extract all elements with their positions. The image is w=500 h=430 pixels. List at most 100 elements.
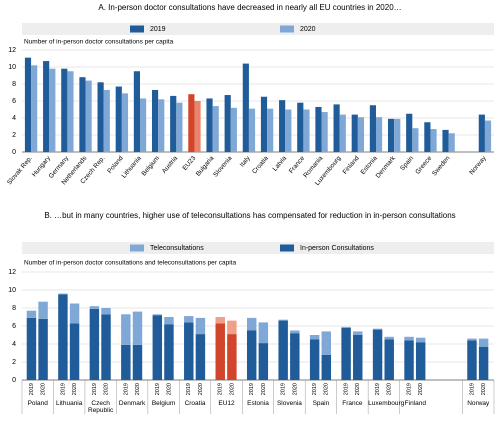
bar-segment — [309, 339, 320, 380]
bar-segment — [89, 306, 100, 309]
bar — [297, 102, 304, 152]
y-tick-label: 0 — [12, 149, 16, 156]
group-label: Luxembourg — [368, 400, 405, 407]
bar — [285, 109, 292, 152]
group-label: Poland — [27, 400, 48, 407]
panel-a-title: A. In-person doctor consultations have d… — [98, 3, 402, 12]
x-tick-label: Lithuania — [121, 155, 144, 180]
bar — [303, 109, 310, 152]
bar — [430, 129, 437, 152]
bar — [267, 108, 274, 152]
bar-segment — [195, 317, 206, 335]
bar-label: 2019 — [249, 383, 255, 395]
x-tick-label: Norway — [468, 154, 488, 176]
bar-segment — [89, 308, 100, 380]
panel-b-title: B. …but in many countries, higher use of… — [44, 211, 456, 220]
bar-label: 2019 — [281, 383, 287, 395]
y-tick-label: 6 — [12, 323, 16, 330]
bar — [260, 96, 268, 152]
bar — [212, 106, 219, 152]
bar-segment — [26, 317, 37, 380]
bar — [242, 63, 249, 152]
bar-label: 2019 — [186, 383, 192, 395]
bar-segment — [309, 335, 320, 340]
bar — [369, 105, 376, 152]
bar — [194, 101, 201, 152]
bar — [176, 102, 183, 152]
x-tick-label: Spain — [399, 155, 415, 173]
bar-label: 2020 — [481, 383, 487, 395]
group-label: Estonia — [247, 400, 269, 407]
bar-segment — [384, 336, 394, 340]
group-label: Spain — [312, 400, 330, 407]
bar-label: 2020 — [198, 383, 204, 395]
bar-segment — [478, 338, 489, 347]
bar — [394, 118, 401, 152]
bar-segment — [404, 336, 414, 341]
bar-label: 2020 — [166, 383, 172, 395]
bar — [351, 114, 358, 152]
bar-segment — [38, 301, 48, 319]
bar — [158, 99, 165, 152]
bar — [357, 117, 365, 152]
legend-label: 2020 — [300, 26, 316, 33]
bar — [279, 100, 286, 152]
x-tick-label: Slovenia — [212, 155, 234, 179]
bar-segment — [258, 322, 269, 344]
bar-segment — [184, 322, 194, 380]
bar-label: 2019 — [155, 383, 161, 395]
bar-segment — [195, 334, 206, 380]
bar-segment — [69, 323, 80, 380]
bar-segment — [152, 315, 163, 380]
bar — [170, 95, 177, 152]
legend-swatch — [280, 244, 294, 252]
bar-segment — [121, 314, 131, 345]
bar — [121, 93, 129, 152]
y-axis-label: Number of in-person doctor consultations… — [24, 39, 174, 46]
bar-segment — [404, 340, 414, 380]
legend-swatch — [280, 25, 294, 33]
bar-label: 2020 — [355, 383, 361, 395]
bar — [321, 112, 328, 152]
bar-segment — [467, 340, 477, 380]
bar-segment — [384, 339, 394, 380]
bar — [24, 57, 32, 152]
y-tick-label: 12 — [8, 269, 16, 276]
group-label: Finland — [404, 400, 426, 407]
bar — [339, 114, 346, 152]
bar — [133, 71, 140, 152]
x-tick-label: Belgium — [141, 155, 161, 177]
y-tick-label: 12 — [8, 47, 16, 54]
bar-label: 2019 — [375, 383, 381, 395]
bar-segment — [246, 317, 257, 331]
bar-segment — [132, 344, 143, 380]
x-tick-label: EU23 — [181, 155, 197, 172]
bar-segment — [353, 331, 363, 335]
legend-swatch — [130, 244, 144, 252]
bar-segment — [38, 318, 48, 380]
y-tick-label: 2 — [12, 359, 16, 366]
bar — [151, 89, 159, 152]
bar-segment — [121, 344, 131, 380]
bar-segment — [101, 308, 111, 315]
x-tick-label: Latvia — [272, 155, 289, 173]
y-axis-label: Number of in-person doctor consultations… — [24, 260, 236, 267]
bar-segment — [278, 319, 288, 321]
bar-label: 2019 — [218, 383, 224, 395]
bar-label: 2019 — [344, 383, 350, 395]
bar-label: 2019 — [29, 383, 35, 395]
bar-label: 2020 — [229, 383, 235, 395]
bar-segment — [152, 314, 163, 316]
y-tick-label: 4 — [12, 115, 16, 122]
group-label: Slovenia — [276, 400, 302, 407]
bar — [224, 95, 231, 152]
bar — [103, 89, 110, 152]
bar — [61, 68, 68, 152]
y-tick-label: 10 — [8, 64, 16, 71]
bar-segment — [341, 326, 351, 328]
bar-segment — [215, 323, 225, 380]
bar-segment — [290, 330, 300, 334]
group-label: Lithuania — [55, 400, 83, 407]
y-tick-label: 4 — [12, 341, 16, 348]
